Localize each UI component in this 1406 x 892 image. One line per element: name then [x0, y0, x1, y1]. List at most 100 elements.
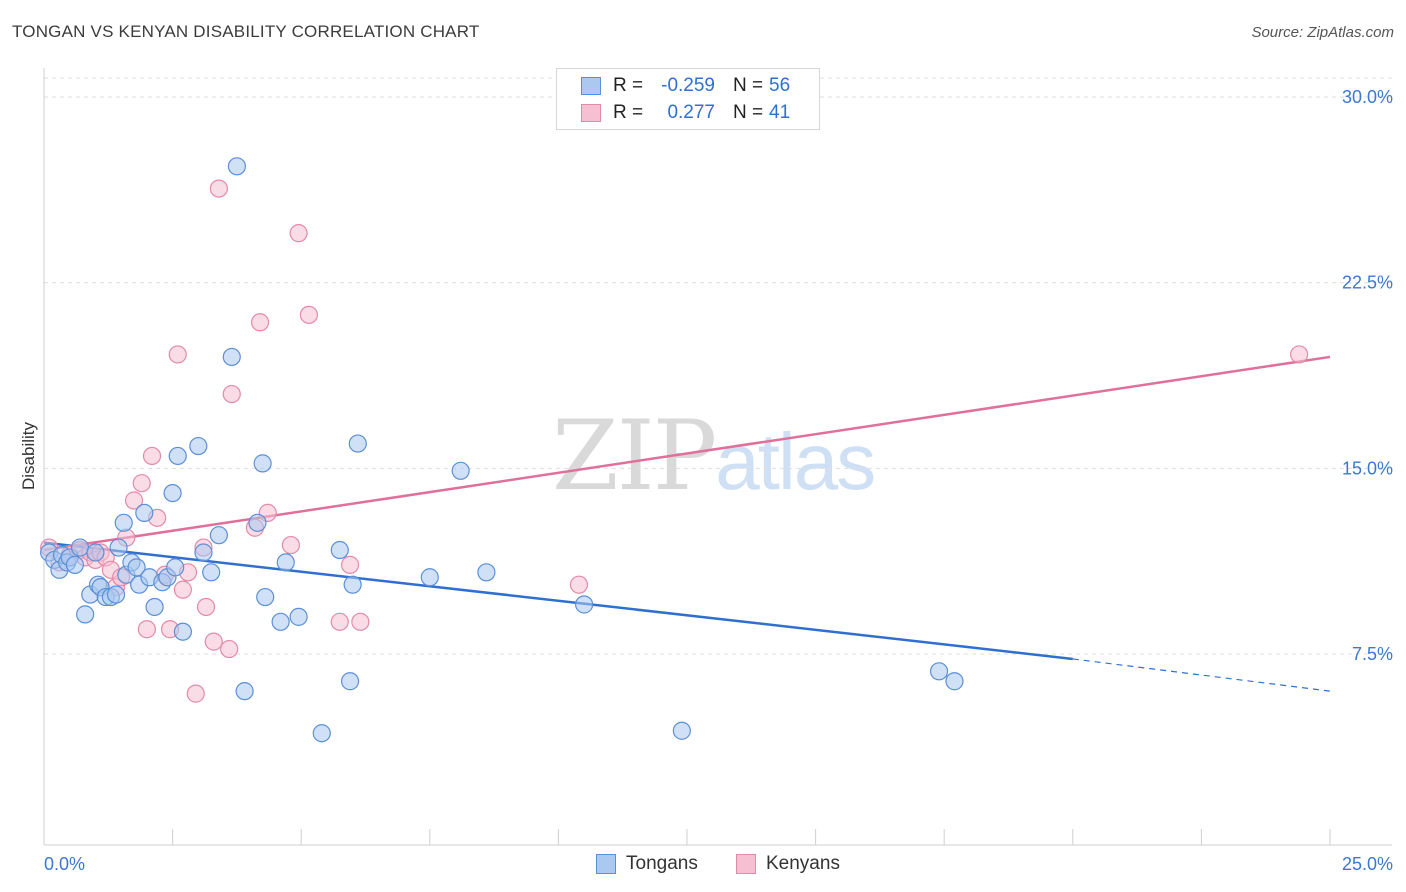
kenyan-point: [168, 345, 187, 364]
kenyan-point: [132, 474, 151, 493]
y-tick-label: 22.5%: [1342, 273, 1393, 293]
r-label: R =: [613, 102, 644, 123]
kenyan-point: [351, 612, 370, 631]
kenyan-point: [209, 179, 228, 198]
tongan-point: [189, 436, 208, 456]
tongan-point: [340, 672, 360, 691]
kenyan-point: [250, 313, 270, 332]
chart-title: TONGAN VS KENYAN DISABILITY CORRELATION …: [12, 22, 480, 41]
tongan-point: [194, 543, 213, 562]
r-value: -0.259: [661, 75, 715, 96]
legend-item-kenyans[interactable]: Kenyans: [736, 851, 840, 877]
tongan-point: [173, 622, 192, 641]
tongan-point: [929, 662, 949, 681]
tongan-point: [70, 538, 90, 557]
tongan-point: [86, 543, 105, 562]
tongans-trend-extension: [1072, 658, 1331, 692]
correlation-legend: R = -0.259 N = 56 R = 0.277 N = 41: [556, 68, 820, 130]
kenyan-point: [196, 597, 216, 617]
n-label: N =: [733, 102, 764, 123]
kenyan-point: [137, 620, 156, 639]
n-value: 56: [769, 75, 791, 96]
kenyans-swatch: [581, 104, 601, 122]
y-axis-label: Disability: [19, 421, 38, 490]
x-tick-label: 25.0%: [1342, 854, 1393, 874]
tongan-point: [235, 682, 254, 701]
legend-label-kenyans: Kenyans: [766, 853, 840, 874]
tongan-point: [106, 585, 126, 604]
kenyan-point: [569, 575, 589, 594]
data-points: [40, 157, 1309, 743]
tongan-point: [672, 721, 691, 740]
kenyan-point: [330, 612, 349, 631]
tongan-point: [135, 503, 154, 522]
tongan-point: [65, 555, 84, 574]
tongan-point: [227, 157, 246, 176]
tongan-point: [575, 595, 594, 614]
tongan-point: [168, 446, 187, 466]
tick-labels: 7.5% 15.0% 22.5% 30.0% Disability 0.0% 25.0%: [19, 87, 1393, 874]
kenyan-point: [220, 639, 239, 659]
kenyan-point: [299, 305, 319, 324]
legend-item-tongans[interactable]: Tongans: [596, 851, 698, 877]
legend-row-tongans: R = -0.259 N = 56: [581, 74, 790, 98]
kenyans-swatch: [736, 854, 756, 874]
tongan-point: [109, 538, 128, 557]
r-value: 0.277: [667, 102, 715, 123]
tongans-swatch: [596, 854, 616, 874]
kenyan-point: [186, 684, 205, 703]
tongan-point: [289, 607, 308, 626]
tongan-point: [343, 575, 362, 594]
kenyan-point: [173, 580, 192, 599]
tongan-point: [276, 553, 295, 572]
tongan-point: [248, 513, 267, 532]
tongan-point: [477, 563, 496, 582]
tongan-point: [114, 513, 133, 532]
kenyan-point: [340, 555, 360, 574]
tongan-point: [127, 558, 146, 577]
legend-row-kenyans: R = 0.277 N = 41: [581, 101, 790, 125]
y-tick-label: 7.5%: [1352, 644, 1393, 664]
kenyan-point: [142, 446, 162, 466]
grid-lines: [44, 77, 1392, 655]
tongan-point: [420, 568, 439, 587]
tongan-point: [145, 597, 164, 617]
tongan-point: [166, 558, 185, 577]
n-value: 41: [769, 102, 791, 123]
tongan-point: [312, 724, 331, 743]
source-label: Source: ZipAtlas.com: [1251, 24, 1394, 41]
kenyan-point: [289, 224, 308, 243]
n-label: N =: [733, 75, 764, 96]
tongans-swatch: [581, 77, 601, 95]
y-tick-label: 30.0%: [1342, 87, 1393, 107]
watermark-zip: ZIP: [552, 400, 717, 512]
tongan-point: [253, 454, 272, 473]
watermark: ZIPatlas: [552, 400, 876, 512]
y-tick-label: 15.0%: [1342, 458, 1393, 478]
kenyan-point: [1290, 345, 1309, 364]
kenyan-point: [204, 632, 223, 651]
tongan-point: [202, 563, 221, 582]
tongan-point: [256, 587, 275, 607]
tongan-point: [76, 605, 95, 624]
kenyans-trend-line: [43, 355, 1331, 552]
tongan-point: [945, 672, 964, 691]
legend-label-tongans: Tongans: [626, 853, 698, 874]
kenyan-point: [124, 491, 144, 510]
kenyan-point: [281, 535, 301, 555]
tongan-point: [163, 483, 182, 503]
tongans-trend-line: [43, 541, 1073, 661]
kenyan-point: [222, 384, 241, 404]
tongan-point: [330, 540, 349, 560]
tongan-point: [348, 434, 367, 453]
watermark-atlas: atlas: [715, 417, 876, 506]
r-label: R =: [613, 75, 644, 96]
axes: [43, 68, 1392, 846]
tongan-point: [451, 461, 470, 480]
tongan-point: [222, 347, 241, 367]
tongan-point: [209, 526, 228, 545]
tongan-point: [271, 612, 290, 631]
trend-lines: [43, 355, 1331, 692]
x-tick-label: 0.0%: [44, 854, 85, 874]
